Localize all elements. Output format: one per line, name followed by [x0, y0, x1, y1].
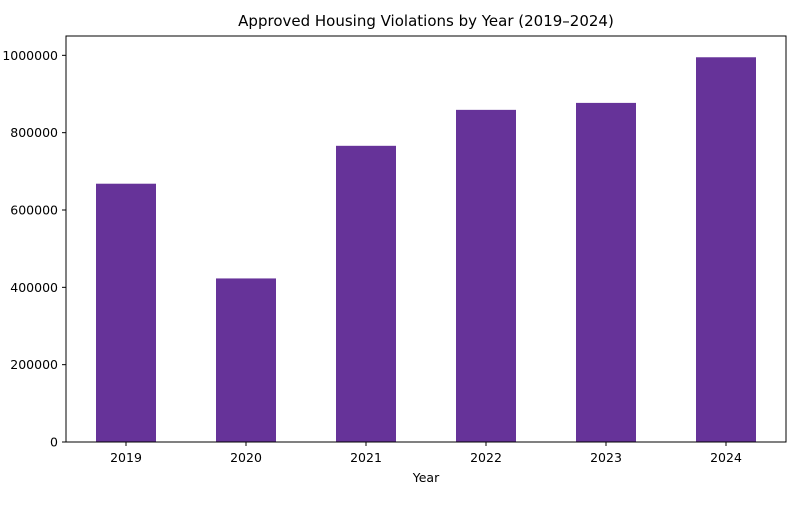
x-tick-label-2019: 2019: [110, 450, 142, 465]
bar-2020: [216, 278, 276, 442]
bar-2023: [576, 102, 636, 442]
x-tick-label-2020: 2020: [230, 450, 262, 465]
y-axis: 0 200000 400000 600000 800000 1000000: [2, 48, 66, 450]
chart-title: Approved Housing Violations by Year (201…: [238, 12, 614, 30]
y-tick-label-600000: 600000: [10, 203, 58, 218]
plot-frame: [65, 35, 787, 443]
x-tick-label-2023: 2023: [590, 450, 622, 465]
y-tick-label-400000: 400000: [10, 280, 58, 295]
y-tick-label-0: 0: [50, 435, 58, 450]
bar-2021: [336, 145, 396, 442]
x-tick-label-2021: 2021: [350, 450, 382, 465]
bar-2024: [696, 57, 756, 443]
y-tick-label-800000: 800000: [10, 125, 58, 140]
bar-2019: [96, 183, 156, 442]
y-tick-label-200000: 200000: [10, 357, 58, 372]
x-axis-label: Year: [412, 470, 440, 485]
x-axis: 2019 2020 2021 2022 2023 2024: [110, 442, 742, 465]
bars-group: [96, 57, 756, 443]
bar-2022: [456, 109, 516, 442]
x-tick-label-2024: 2024: [710, 450, 742, 465]
y-tick-label-1000000: 1000000: [2, 48, 58, 63]
x-tick-label-2022: 2022: [470, 450, 502, 465]
